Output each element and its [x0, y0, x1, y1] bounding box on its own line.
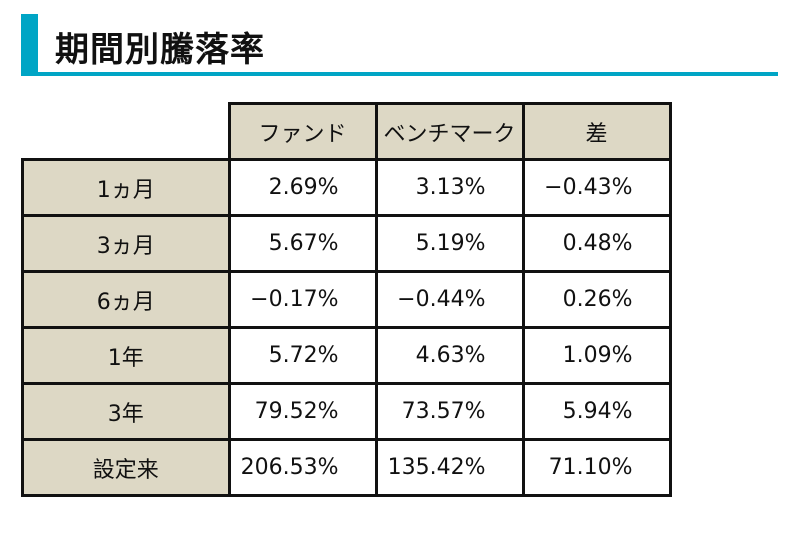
page-title: 期間別騰落率 — [55, 30, 265, 70]
value-cell: −0.44% — [374, 270, 525, 329]
value-cell: 79.52% — [227, 382, 378, 441]
table-row: 1年 5.72% 4.63% 1.09% — [21, 326, 672, 385]
row-label: 3年 — [21, 382, 231, 441]
title-underline — [21, 72, 778, 76]
returns-table: ファンド ベンチマーク 差 1ヵ月 2.69% 3.13% −0.43% 3ヵ月 5.67… — [21, 102, 672, 497]
corner-cell — [22, 103, 229, 161]
table-row: 6ヵ月 −0.17% −0.44% 0.26% — [21, 270, 672, 329]
title-accent-bar — [21, 14, 38, 76]
row-label: 3ヵ月 — [21, 214, 231, 273]
header-row: ファンド ベンチマーク 差 — [22, 102, 672, 161]
column-header: ファンド — [227, 102, 378, 161]
value-cell: 5.19% — [374, 214, 525, 273]
value-cell: 73.57% — [374, 382, 525, 441]
table-row: 3年 79.52% 73.57% 5.94% — [21, 382, 672, 441]
table-row: 3ヵ月 5.67% 5.19% 0.48% — [21, 214, 672, 273]
value-cell: −0.17% — [227, 270, 378, 329]
row-label: 設定来 — [21, 438, 231, 497]
value-cell: −0.43% — [521, 158, 672, 217]
value-cell: 2.69% — [227, 158, 378, 217]
value-cell: 5.67% — [227, 214, 378, 273]
value-cell: 4.63% — [374, 326, 525, 385]
value-cell: 5.72% — [227, 326, 378, 385]
value-cell: 5.94% — [521, 382, 672, 441]
row-label: 6ヵ月 — [21, 270, 231, 329]
table-row: 1ヵ月 2.69% 3.13% −0.43% — [21, 158, 672, 217]
column-header: ベンチマーク — [374, 102, 525, 161]
value-cell: 1.09% — [521, 326, 672, 385]
value-cell: 135.42% — [374, 438, 525, 497]
column-header: 差 — [521, 102, 672, 161]
value-cell: 206.53% — [227, 438, 378, 497]
value-cell: 0.48% — [521, 214, 672, 273]
table-row: 設定来 206.53% 135.42% 71.10% — [21, 438, 672, 497]
value-cell: 3.13% — [374, 158, 525, 217]
value-cell: 0.26% — [521, 270, 672, 329]
value-cell: 71.10% — [521, 438, 672, 497]
row-label: 1ヵ月 — [21, 158, 231, 217]
row-label: 1年 — [21, 326, 231, 385]
